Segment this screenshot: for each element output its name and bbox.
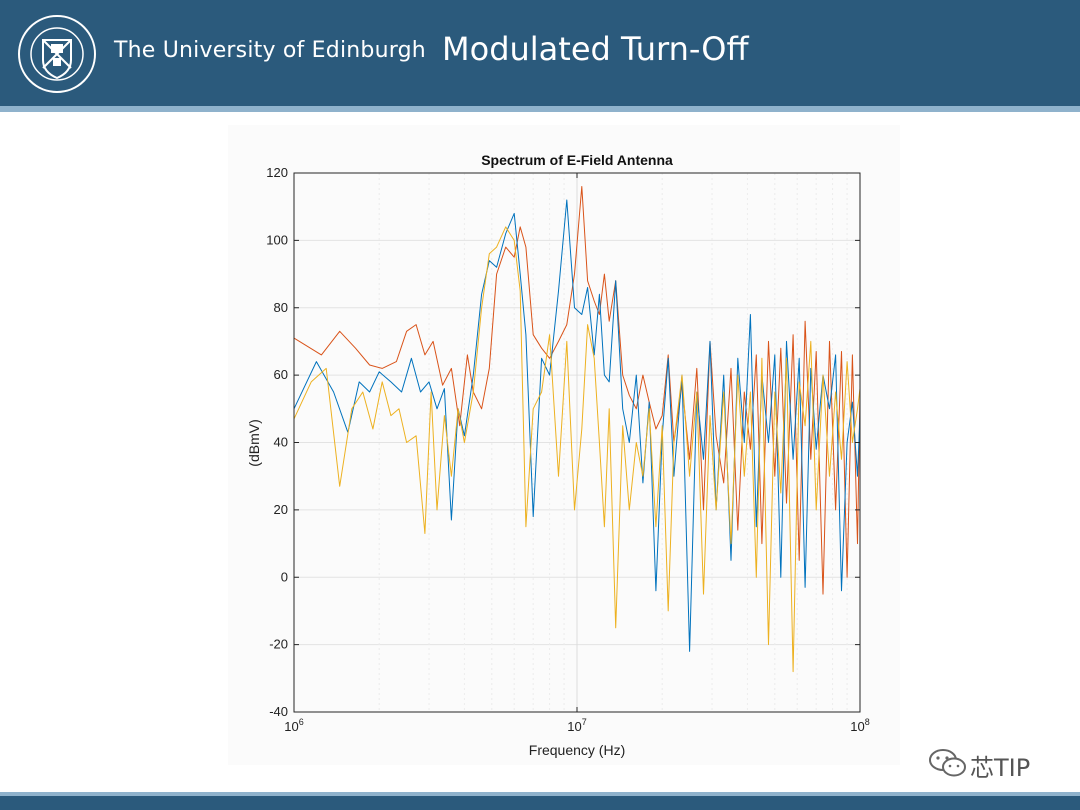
university-crest-icon xyxy=(18,15,96,93)
y-tick-label: 20 xyxy=(274,502,288,517)
watermark: 芯TIP xyxy=(928,746,1058,782)
y-tick-label: -20 xyxy=(269,637,288,652)
x-axis-ticks: 106 107 108 xyxy=(284,173,870,734)
y-tick-label: 100 xyxy=(266,232,288,247)
slide-title: Modulated Turn-Off xyxy=(442,30,749,68)
spectrum-chart: Spectrum of E-Field Antenna 120 100 80 60 40… xyxy=(246,152,870,758)
watermark-text: 芯TIP xyxy=(970,754,1031,782)
y-axis-label: (dBmV) xyxy=(246,419,262,466)
chart-figure: Spectrum of E-Field Antenna 120 100 80 60 40… xyxy=(228,125,900,765)
y-tick-label: -40 xyxy=(269,704,288,719)
y-tick-label: 60 xyxy=(274,367,288,382)
x-tick-label: 107 xyxy=(567,717,586,734)
y-tick-label: 80 xyxy=(274,300,288,315)
x-tick-label: 106 xyxy=(284,717,303,734)
slide-footer xyxy=(0,796,1080,810)
x-axis-label: Frequency (Hz) xyxy=(529,742,625,758)
y-tick-label: 120 xyxy=(266,165,288,180)
y-tick-label: 0 xyxy=(281,569,288,584)
footer-divider xyxy=(0,792,1080,796)
university-name: The University of Edinburgh xyxy=(114,38,426,63)
slide-header: The University of Edinburgh Modulated Tu… xyxy=(0,0,1080,106)
series-line-2 xyxy=(293,199,861,652)
y-tick-label: 40 xyxy=(274,435,288,450)
wechat-icon xyxy=(929,749,966,777)
grid-lines xyxy=(294,172,860,713)
chart-title: Spectrum of E-Field Antenna xyxy=(481,152,673,168)
header-divider xyxy=(0,106,1080,112)
series-line-1 xyxy=(293,186,861,595)
series-lines xyxy=(293,186,861,673)
x-tick-label: 108 xyxy=(850,717,869,734)
series-line-3 xyxy=(293,226,861,673)
y-axis-ticks: 120 100 80 60 40 20 0 -20 -40 xyxy=(266,165,860,719)
